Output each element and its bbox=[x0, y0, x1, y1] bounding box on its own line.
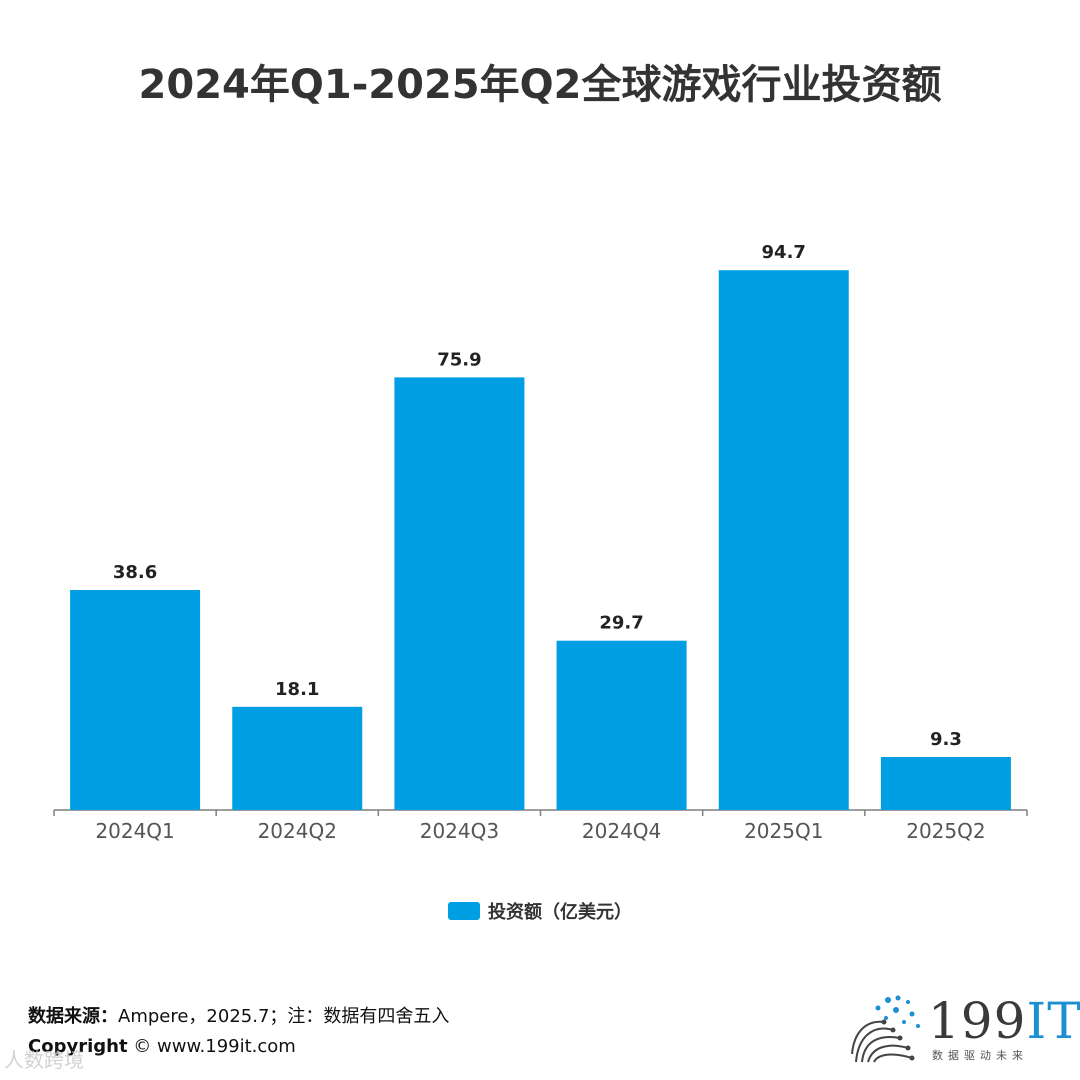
data-label: 94.7 bbox=[762, 242, 806, 263]
bar-2025Q1 bbox=[718, 270, 849, 811]
logo-main: 199 bbox=[928, 992, 1027, 1050]
copyright-note: Copyright © www.199it.com bbox=[28, 1036, 296, 1057]
logo-dots-icon bbox=[851, 995, 920, 1063]
logo-tagline: 数据驱动未来 bbox=[932, 1049, 1028, 1062]
data-label: 9.3 bbox=[930, 729, 962, 750]
data-label: 38.6 bbox=[113, 562, 157, 583]
legend-swatch bbox=[448, 902, 480, 920]
logo-suffix: IT bbox=[1026, 992, 1080, 1050]
data-label: 29.7 bbox=[599, 613, 643, 634]
source-text: Ampere，2025.7；注：数据有四舍五入 bbox=[118, 1006, 450, 1027]
x-tick-label: 2024Q1 bbox=[95, 819, 174, 843]
logo-text: 199IT bbox=[928, 992, 1080, 1050]
legend-label: 投资额（亿美元） bbox=[488, 902, 632, 923]
data-label: 18.1 bbox=[275, 679, 319, 700]
x-tick-label: 2025Q2 bbox=[906, 819, 985, 843]
watermark: 人数跨境 bbox=[4, 1048, 84, 1072]
bar-2024Q4 bbox=[556, 640, 687, 810]
logo: 199IT 数据驱动未来 bbox=[848, 992, 1080, 1068]
x-tick-label: 2024Q3 bbox=[420, 819, 499, 843]
x-tick-label: 2024Q4 bbox=[582, 819, 661, 843]
source-note: 数据来源：Ampere，2025.7；注：数据有四舍五入 bbox=[28, 1002, 449, 1028]
x-tick-label: 2024Q2 bbox=[258, 819, 337, 843]
bar-chart: 38.6 2024Q1 18.1 2024Q2 75.9 2024Q3 29.7 2024Q4… bbox=[53, 242, 1028, 843]
copyright-label: Copyright bbox=[28, 1036, 128, 1057]
data-label: 75.9 bbox=[437, 349, 481, 370]
bar-2025Q2 bbox=[880, 756, 1011, 810]
source-label: 数据来源： bbox=[28, 1006, 118, 1027]
x-tick-label: 2025Q1 bbox=[744, 819, 823, 843]
legend: 投资额（亿美元） bbox=[0, 898, 1080, 924]
bar-2024Q3 bbox=[394, 377, 525, 810]
bar-2024Q1 bbox=[70, 589, 201, 810]
bar-2024Q2 bbox=[232, 706, 363, 810]
copyright-text: © www.199it.com bbox=[133, 1036, 296, 1057]
chart-title: 2024年Q1-2025年Q2全球游戏行业投资额 bbox=[138, 62, 942, 108]
